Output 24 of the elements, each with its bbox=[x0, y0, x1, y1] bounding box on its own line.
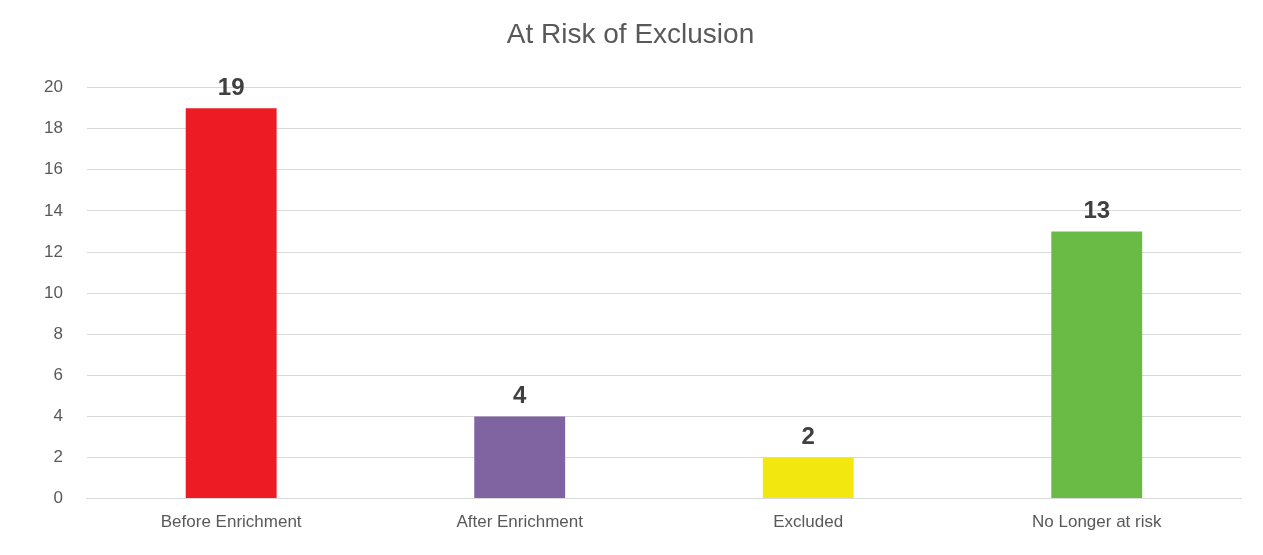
y-tick-label: 2 bbox=[53, 447, 63, 467]
y-tick-label: 14 bbox=[43, 200, 63, 220]
y-tick-label: 10 bbox=[43, 282, 63, 302]
x-tick-label: After Enrichment bbox=[456, 512, 584, 532]
data-label: 13 bbox=[1083, 196, 1111, 224]
bar bbox=[185, 108, 277, 499]
y-tick-label: 20 bbox=[43, 77, 63, 97]
bar bbox=[474, 416, 566, 499]
y-tick-label: 0 bbox=[53, 488, 63, 508]
chart-title: At Risk of Exclusion bbox=[506, 17, 755, 49]
x-tick-label: Before Enrichment bbox=[160, 512, 302, 532]
data-label: 2 bbox=[801, 422, 815, 450]
data-label: 4 bbox=[513, 381, 528, 409]
y-tick-label: 4 bbox=[53, 406, 63, 426]
y-tick-label: 6 bbox=[53, 364, 63, 384]
y-tick-label: 12 bbox=[43, 241, 63, 261]
y-tick-label: 8 bbox=[53, 323, 63, 343]
y-tick-label: 18 bbox=[43, 118, 63, 138]
x-tick-label: Excluded bbox=[773, 512, 844, 532]
x-tick-label: No Longer at risk bbox=[1032, 512, 1162, 532]
bar bbox=[1051, 231, 1143, 499]
y-tick-label: 16 bbox=[43, 159, 63, 179]
bar bbox=[762, 457, 854, 499]
data-label: 19 bbox=[217, 72, 245, 100]
